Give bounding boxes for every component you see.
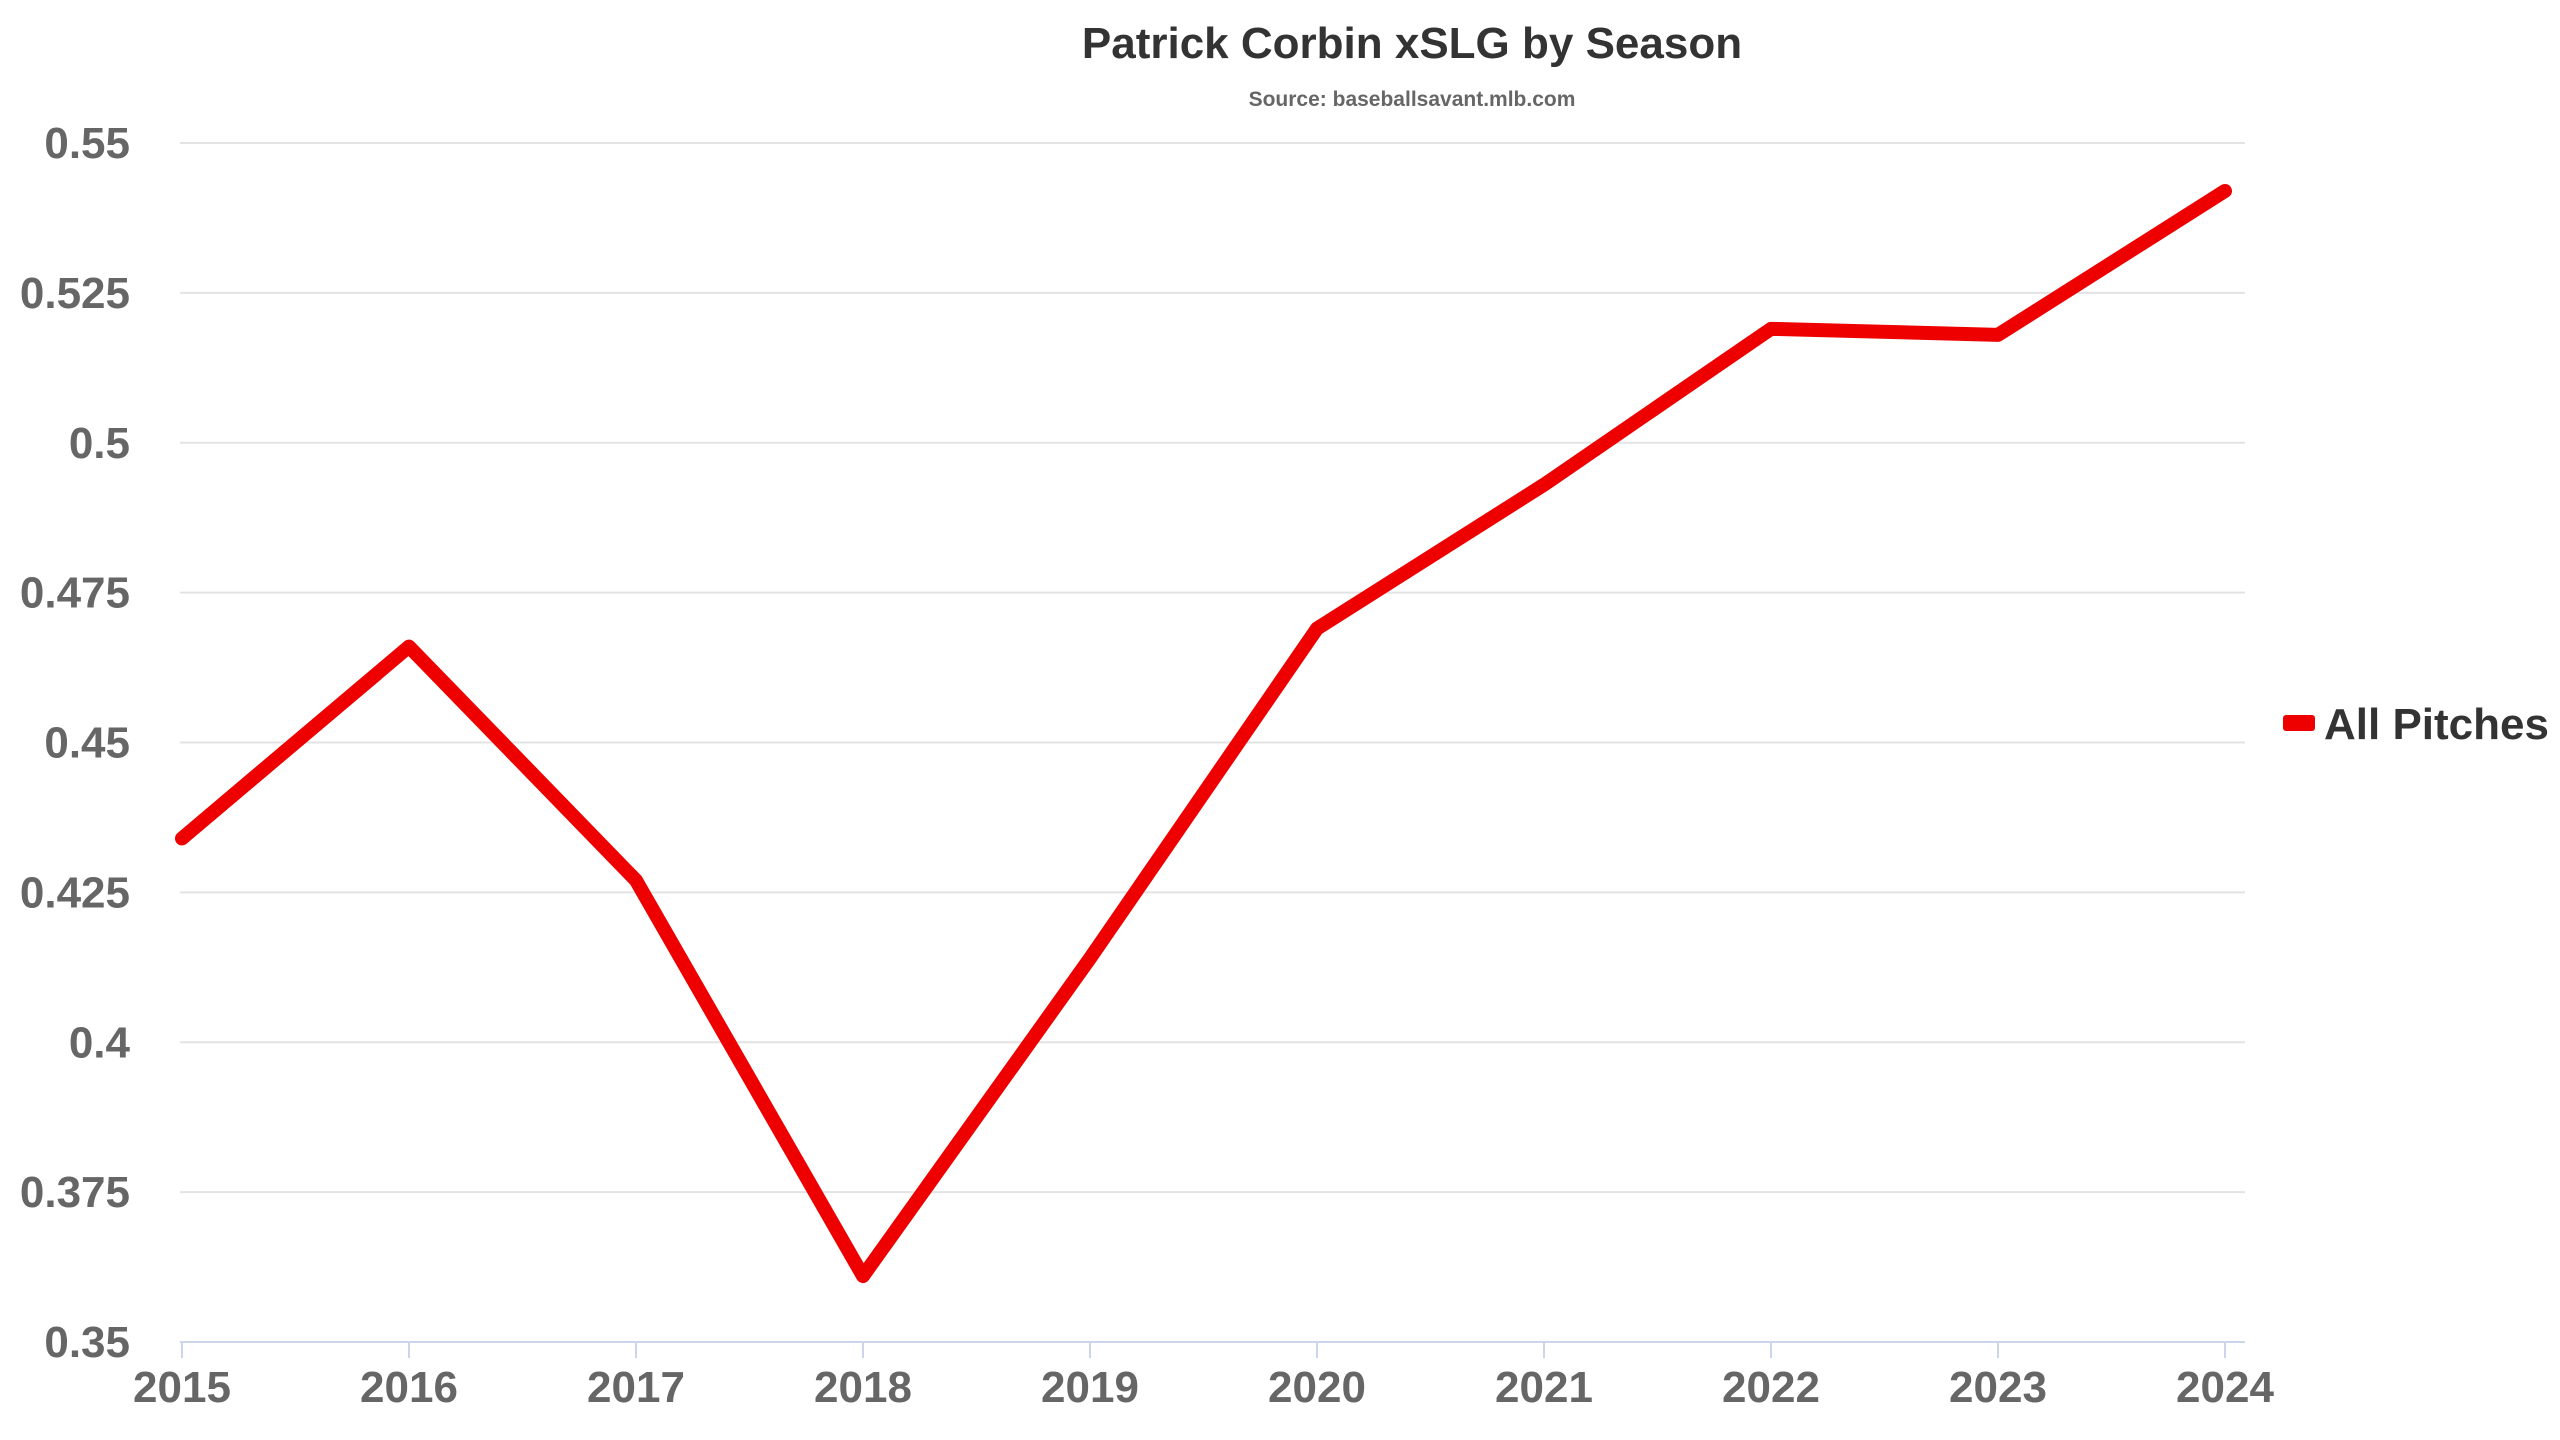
data-point: [862, 1275, 864, 1278]
series-line: [175, 183, 2232, 1284]
data-point: [635, 879, 637, 882]
data-point: [1089, 957, 1091, 960]
x-tick-label: 2022: [1722, 1363, 1820, 1412]
data-point: [1997, 333, 1999, 336]
y-tick-label: 0.35: [44, 1318, 130, 1367]
data-point: [2224, 189, 2226, 192]
y-tick-label: 0.45: [44, 719, 130, 768]
y-tick-label: 0.475: [20, 569, 130, 618]
x-tick-label: 2018: [814, 1363, 912, 1412]
legend-label-all-pitches: All Pitches: [2324, 700, 2549, 749]
x-tick-label: 2024: [2176, 1363, 2274, 1412]
x-tick-label: 2023: [1949, 1363, 2047, 1412]
data-point: [1770, 327, 1772, 330]
y-tick-label: 0.5: [69, 419, 130, 468]
x-axis: [180, 1341, 2245, 1358]
y-tick-label: 0.425: [20, 868, 130, 917]
data-point: [1543, 483, 1545, 486]
x-tick-label: 2020: [1268, 1363, 1366, 1412]
legend[interactable]: All Pitches: [2283, 700, 2549, 749]
x-tick-label: 2021: [1495, 1363, 1593, 1412]
x-tick-label: 2015: [133, 1363, 231, 1412]
y-axis-tick-labels: 0.35 0.375 0.4 0.425 0.45 0.475 0.5 0.525 0.55: [20, 119, 131, 1367]
x-tick-label: 2016: [360, 1363, 458, 1412]
chart-subtitle: Source: baseballsavant.mlb.com: [1249, 88, 1576, 111]
y-tick-label: 0.4: [69, 1018, 131, 1067]
grid-lines: [180, 142, 2245, 1194]
y-tick-label: 0.55: [44, 119, 130, 168]
y-tick-label: 0.375: [20, 1168, 130, 1217]
series-lines: [175, 183, 2232, 1284]
data-point: [408, 645, 410, 648]
data-point: [1316, 627, 1318, 630]
y-tick-label: 0.525: [20, 269, 130, 318]
data-point: [181, 837, 183, 840]
x-axis-tick-labels: 2015 2016 2017 2018 2019 2020 2021 2022 2023 2024: [133, 1363, 2274, 1412]
x-tick-label: 2019: [1041, 1363, 1139, 1412]
x-tick-label: 2017: [587, 1363, 685, 1412]
chart-title: Patrick Corbin xSLG by Season: [1082, 19, 1742, 68]
legend-swatch-all-pitches: [2283, 715, 2315, 731]
